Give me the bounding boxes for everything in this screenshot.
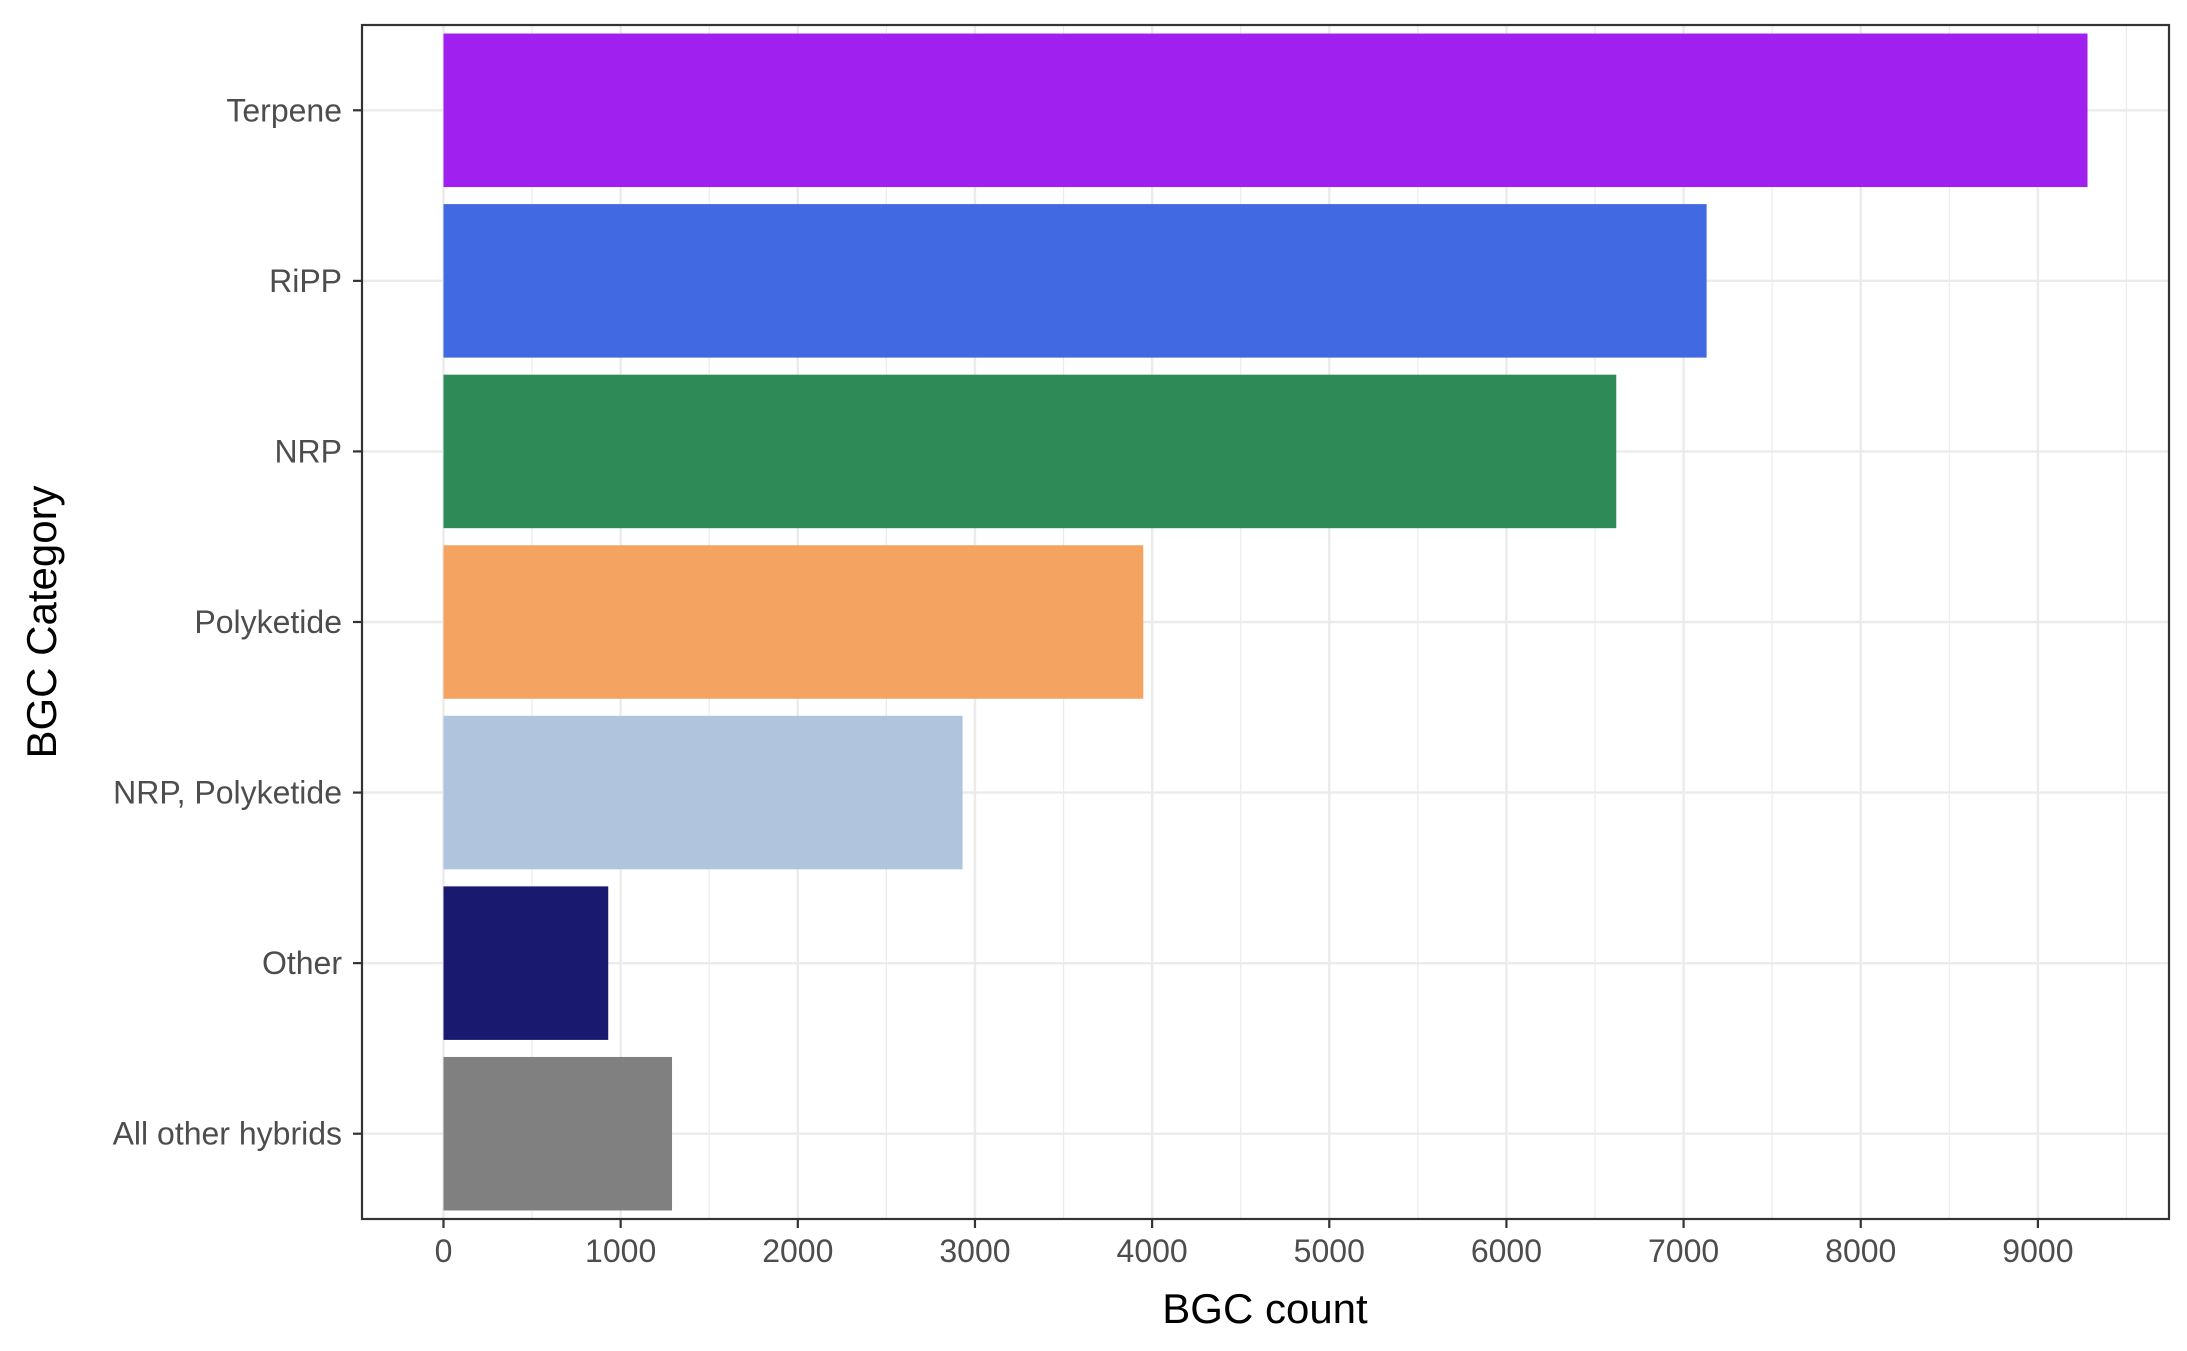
x-tick-label: 8000 xyxy=(1825,1233,1896,1269)
x-axis-title: BGC count xyxy=(1162,1285,1368,1332)
x-tick-label: 4000 xyxy=(1117,1233,1188,1269)
y-tick-label: Other xyxy=(262,945,342,981)
y-tick-label: RiPP xyxy=(269,263,342,299)
bar xyxy=(443,33,2088,188)
y-tick-label: All other hybrids xyxy=(113,1116,342,1152)
y-axis-title: BGC Category xyxy=(18,485,65,758)
y-tick-label: Polyketide xyxy=(194,604,342,640)
x-tick-label: 9000 xyxy=(2002,1233,2073,1269)
x-tick-label: 5000 xyxy=(1294,1233,1365,1269)
bar xyxy=(443,1056,673,1211)
bars xyxy=(443,33,2088,1211)
y-tick-label: NRP, Polyketide xyxy=(113,775,342,811)
bar xyxy=(443,374,1617,529)
x-tick-label: 6000 xyxy=(1471,1233,1542,1269)
x-tick-label: 7000 xyxy=(1648,1233,1719,1269)
bar xyxy=(443,204,1707,358)
x-axis: 0 1000 2000 3000 4000 5000 6000 7000 8000 9000 xyxy=(435,1219,2073,1269)
y-tick-label: Terpene xyxy=(226,92,342,128)
y-axis: Terpene RiPP NRP Polyketide NRP, Polyketide O… xyxy=(113,92,362,1152)
x-tick-label: 2000 xyxy=(762,1233,833,1269)
bar xyxy=(443,715,963,870)
bar xyxy=(443,545,1144,699)
x-tick-label: 0 xyxy=(435,1233,453,1269)
x-tick-label: 3000 xyxy=(939,1233,1010,1269)
bar xyxy=(443,886,609,1040)
x-tick-label: 1000 xyxy=(585,1233,656,1269)
y-tick-label: NRP xyxy=(274,433,342,469)
